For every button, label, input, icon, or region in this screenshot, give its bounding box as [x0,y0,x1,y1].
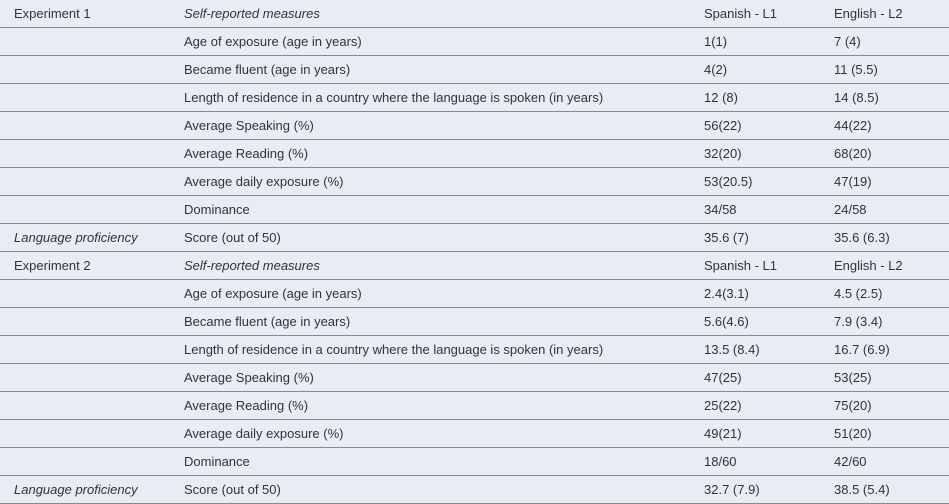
cell-category [0,168,170,196]
cell-category [0,392,170,420]
cell-category [0,336,170,364]
cell-measure: Average Speaking (%) [170,112,690,140]
cell-measure: Self-reported measures [170,252,690,280]
cell-english: 35.6 (6.3) [820,224,949,252]
cell-spanish: 2.4(3.1) [690,280,820,308]
cell-measure: Average daily exposure (%) [170,420,690,448]
cell-measure: Length of residence in a country where t… [170,336,690,364]
cell-measure: Length of residence in a country where t… [170,84,690,112]
cell-measure: Average Reading (%) [170,140,690,168]
table-row: Average Speaking (%)47(25)53(25) [0,364,949,392]
cell-measure: Average daily exposure (%) [170,168,690,196]
cell-spanish: Spanish - L1 [690,252,820,280]
cell-spanish: 1(1) [690,28,820,56]
cell-spanish: 35.6 (7) [690,224,820,252]
cell-measure: Score (out of 50) [170,224,690,252]
table-body: Age of exposure (age in years)1(1)7 (4)B… [0,28,949,504]
cell-measure: Dominance [170,196,690,224]
cell-measure: Average Reading (%) [170,392,690,420]
cell-english: 7.9 (3.4) [820,308,949,336]
data-table: Experiment 1 Self-reported measures Span… [0,0,949,504]
table-container: Experiment 1 Self-reported measures Span… [0,0,949,504]
cell-category [0,420,170,448]
cell-category [0,112,170,140]
cell-category [0,280,170,308]
cell-category: Experiment 2 [0,252,170,280]
cell-english: 7 (4) [820,28,949,56]
table-row: Age of exposure (age in years)1(1)7 (4) [0,28,949,56]
cell-english: 14 (8.5) [820,84,949,112]
cell-english: 47(19) [820,168,949,196]
cell-english: 44(22) [820,112,949,140]
cell-spanish: 34/58 [690,196,820,224]
header-english: English - L2 [820,0,949,28]
header-experiment: Experiment 1 [0,0,170,28]
cell-category [0,28,170,56]
cell-spanish: 13.5 (8.4) [690,336,820,364]
cell-spanish: 53(20.5) [690,168,820,196]
cell-spanish: 32.7 (7.9) [690,476,820,504]
cell-english: 38.5 (5.4) [820,476,949,504]
cell-spanish: 12 (8) [690,84,820,112]
table-row: Experiment 2Self-reported measuresSpanis… [0,252,949,280]
cell-category: Language proficiency [0,224,170,252]
cell-spanish: 25(22) [690,392,820,420]
header-row: Experiment 1 Self-reported measures Span… [0,0,949,28]
cell-english: 51(20) [820,420,949,448]
cell-spanish: 18/60 [690,448,820,476]
cell-measure: Average Speaking (%) [170,364,690,392]
header-measures: Self-reported measures [170,0,690,28]
cell-category [0,448,170,476]
table-row: Length of residence in a country where t… [0,84,949,112]
cell-english: 75(20) [820,392,949,420]
cell-measure: Became fluent (age in years) [170,56,690,84]
cell-category: Language proficiency [0,476,170,504]
cell-measure: Dominance [170,448,690,476]
table-row: Age of exposure (age in years)2.4(3.1)4.… [0,280,949,308]
cell-spanish: 32(20) [690,140,820,168]
cell-english: 16.7 (6.9) [820,336,949,364]
cell-measure: Score (out of 50) [170,476,690,504]
cell-category [0,56,170,84]
cell-spanish: 49(21) [690,420,820,448]
header-spanish: Spanish - L1 [690,0,820,28]
cell-english: 42/60 [820,448,949,476]
cell-english: English - L2 [820,252,949,280]
table-row: Average Reading (%)32(20)68(20) [0,140,949,168]
table-row: Average daily exposure (%)53(20.5)47(19) [0,168,949,196]
table-row: Average Reading (%)25(22)75(20) [0,392,949,420]
cell-category [0,140,170,168]
cell-english: 53(25) [820,364,949,392]
cell-category [0,308,170,336]
cell-english: 11 (5.5) [820,56,949,84]
table-row: Dominance34/5824/58 [0,196,949,224]
table-row: Language proficiencyScore (out of 50)32.… [0,476,949,504]
cell-spanish: 4(2) [690,56,820,84]
cell-spanish: 5.6(4.6) [690,308,820,336]
table-row: Length of residence in a country where t… [0,336,949,364]
cell-category [0,364,170,392]
table-row: Average daily exposure (%)49(21)51(20) [0,420,949,448]
cell-measure: Became fluent (age in years) [170,308,690,336]
cell-category [0,196,170,224]
table-row: Dominance18/6042/60 [0,448,949,476]
cell-spanish: 56(22) [690,112,820,140]
table-row: Became fluent (age in years)4(2)11 (5.5) [0,56,949,84]
cell-measure: Age of exposure (age in years) [170,280,690,308]
cell-spanish: 47(25) [690,364,820,392]
table-row: Average Speaking (%)56(22)44(22) [0,112,949,140]
table-row: Became fluent (age in years)5.6(4.6)7.9 … [0,308,949,336]
cell-english: 4.5 (2.5) [820,280,949,308]
cell-english: 68(20) [820,140,949,168]
cell-measure: Age of exposure (age in years) [170,28,690,56]
table-row: Language proficiencyScore (out of 50)35.… [0,224,949,252]
cell-category [0,84,170,112]
cell-english: 24/58 [820,196,949,224]
